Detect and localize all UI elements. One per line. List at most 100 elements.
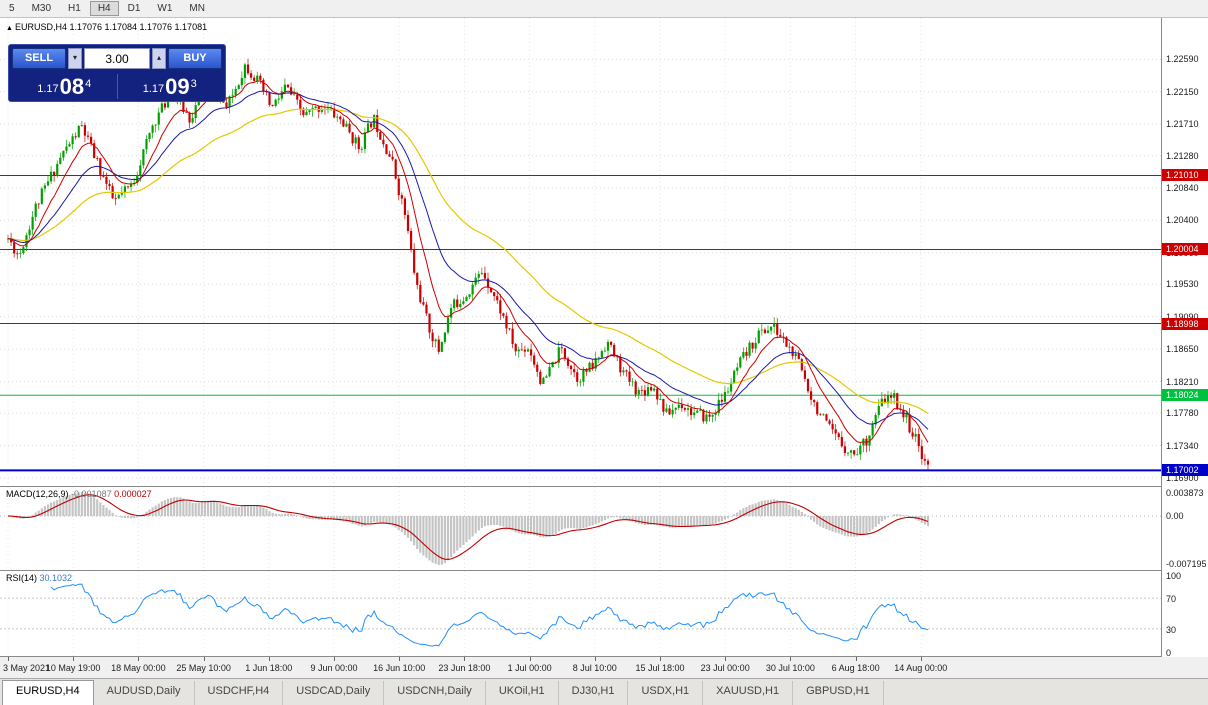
volume-decrease-button[interactable]: ▾ (68, 48, 82, 69)
chart-tab-USDCAD,Daily[interactable]: USDCAD,Daily (283, 681, 385, 705)
time-tick (855, 657, 857, 661)
macd-signal-value: 0.000027 (114, 489, 152, 499)
volume-input[interactable] (84, 48, 150, 69)
time-label: 15 Jul 18:00 (635, 663, 685, 673)
ask-pip-digit: 3 (190, 78, 197, 90)
time-label: 25 May 10:00 (176, 663, 231, 673)
chart-tab-XAUUSD,H1[interactable]: XAUUSD,H1 (703, 681, 794, 705)
time-tick (203, 657, 205, 661)
price-scale-label: 1.19090 (1166, 312, 1199, 322)
time-label: 9 Jun 00:00 (310, 663, 358, 673)
buy-button[interactable]: BUY (168, 48, 222, 69)
timeframe-button-D1[interactable]: D1 (127, 3, 141, 14)
price-scale[interactable]: 1.22590 1.22150 1.21710 1.21280 1.20840 1.204… (1161, 18, 1208, 657)
hline-price-tag: 1.20004 (1162, 243, 1208, 256)
time-label: 1 Jun 18:00 (245, 663, 293, 673)
price-scale-label: 1.20400 (1166, 215, 1199, 226)
price-scale-label: 1.22590 (1166, 54, 1199, 65)
price-scale-label: 1.18210 (1166, 376, 1199, 387)
timeframe-button-W1[interactable]: W1 (157, 3, 173, 14)
chart-tab-USDX,H1[interactable]: USDX,H1 (628, 681, 704, 705)
macd-scale-label: 0.003873 (1166, 488, 1204, 498)
price-scale-label: 1.22150 (1166, 86, 1199, 97)
rsi-chart[interactable] (0, 571, 1161, 656)
time-label: 3 May 2021 (3, 663, 51, 673)
timeframe-button-H4[interactable]: H4 (89, 1, 119, 16)
time-tick (73, 657, 75, 661)
chart-tab-GBPUSD,H1[interactable]: GBPUSD,H1 (793, 681, 884, 705)
timeframe-toolbar: 5 M30 H1 H4 D1 W1 MN (0, 0, 1208, 18)
time-label: 23 Jul 00:00 (700, 663, 750, 673)
timeframe-button-H1[interactable]: H1 (68, 3, 81, 14)
ask-big-digits: 09 (165, 74, 190, 99)
macd-label: MACD(12,26,9) -0.001087 0.000027 (6, 489, 152, 499)
time-tick (334, 657, 335, 661)
price-scale-label: 1.18650 (1166, 344, 1199, 355)
time-label: 16 Jun 10:00 (373, 663, 426, 673)
rsi-scale-label: 0 (1166, 648, 1172, 657)
price-scale-label: 1.21710 (1166, 118, 1199, 129)
time-tick (464, 657, 466, 661)
time-label: 30 Jul 10:00 (765, 663, 815, 673)
rsi-scale-label: 70 (1166, 594, 1177, 605)
buy-price[interactable]: 1.17 09 3 (118, 76, 223, 99)
time-label: 6 Aug 18:00 (831, 663, 880, 673)
price-scale-label: 1.17780 (1166, 408, 1199, 419)
ohlc-text: EURUSD,H4 1.17076 1.17084 1.17076 1.1708… (14, 22, 208, 32)
volume-increase-button[interactable]: ▴ (152, 48, 166, 69)
macd-main-value: -0.001087 (71, 489, 112, 499)
time-tick (138, 657, 140, 661)
macd-pane[interactable]: MACD(12,26,9) -0.001087 0.000027 (0, 487, 1161, 570)
candlestick-chart[interactable] (0, 18, 1161, 486)
time-tick (8, 657, 9, 661)
chart-tab-UKOil,H1[interactable]: UKOil,H1 (486, 681, 559, 705)
sell-price[interactable]: 1.17 08 4 (12, 76, 117, 99)
time-tick (268, 657, 270, 661)
chart-tab-AUDUSD,Daily[interactable]: AUDUSD,Daily (94, 681, 195, 705)
hline-price-tag: 1.18998 (1162, 317, 1208, 330)
time-tick (399, 657, 401, 661)
macd-scale-label: 0.00 (1166, 511, 1184, 522)
macd-chart[interactable] (0, 487, 1161, 570)
pane-separator[interactable] (0, 486, 1208, 487)
price-scale-label: 1.16900 (1166, 472, 1199, 483)
bid-big-digits: 08 (59, 74, 85, 99)
time-tick (920, 657, 922, 661)
rsi-name: RSI(14) (6, 573, 38, 583)
price-scale-label: 1.19530 (1166, 279, 1199, 290)
bid-prefix: 1.17 (37, 83, 59, 95)
macd-scale-label: -0.007195 (1166, 559, 1207, 569)
price-scale-label: 1.21280 (1166, 150, 1199, 161)
time-label: 1 Jul 00:00 (507, 663, 552, 673)
rsi-pane[interactable]: RSI(14) 30.1032 (0, 571, 1161, 656)
time-tick (594, 657, 596, 661)
one-click-trading-panel: SELL ▾ ▴ BUY 1.17 08 4 1.17 09 3 (8, 44, 226, 102)
time-tick (660, 657, 661, 661)
time-label: 18 May 00:00 (111, 663, 166, 673)
time-tick (790, 657, 792, 661)
symbol-ohlc-label: ▲ EURUSD,H4 1.17076 1.17084 1.17076 1.170… (6, 22, 207, 32)
chart-tab-DJ30,H1[interactable]: DJ30,H1 (559, 681, 629, 705)
timeframe-button-MN[interactable]: MN (189, 3, 205, 14)
pane-separator[interactable] (0, 656, 1208, 657)
rsi-scale-label: 100 (1166, 571, 1182, 581)
hline-price-tag: 1.21010 (1162, 169, 1208, 182)
sell-button[interactable]: SELL (12, 48, 66, 69)
time-label: 23 Jun 18:00 (438, 663, 491, 673)
time-axis[interactable]: 3 May 2021 10 May 19:00 18 May 00:00 25 May… (0, 657, 1208, 678)
pane-separator[interactable] (0, 570, 1208, 571)
chart-tab-USDCNH,Daily[interactable]: USDCNH,Daily (384, 681, 486, 705)
chart-tabs: EURUSD,H4 AUDUSD,Daily USDCHF,H4 USDCAD,Dai… (0, 678, 1208, 705)
hline-price-tag: 1.17002 (1162, 464, 1208, 477)
timeframe-button-5[interactable]: 5 (9, 3, 15, 14)
timeframe-button-M30[interactable]: M30 (31, 3, 52, 14)
price-chart-pane[interactable]: ▲ EURUSD,H4 1.17076 1.17084 1.17076 1.170… (0, 18, 1161, 486)
chart-tab-USDCHF,H4[interactable]: USDCHF,H4 (195, 681, 284, 705)
bid-pip-digit: 4 (85, 78, 92, 90)
chart-tab-EURUSD,H4[interactable]: EURUSD,H4 (2, 680, 94, 705)
price-scale-label: 1.20840 (1166, 182, 1199, 193)
time-label: 14 Aug 00:00 (894, 663, 948, 673)
rsi-label: RSI(14) 30.1032 (6, 573, 72, 583)
collapse-arrow-icon[interactable]: ▲ (6, 25, 13, 32)
